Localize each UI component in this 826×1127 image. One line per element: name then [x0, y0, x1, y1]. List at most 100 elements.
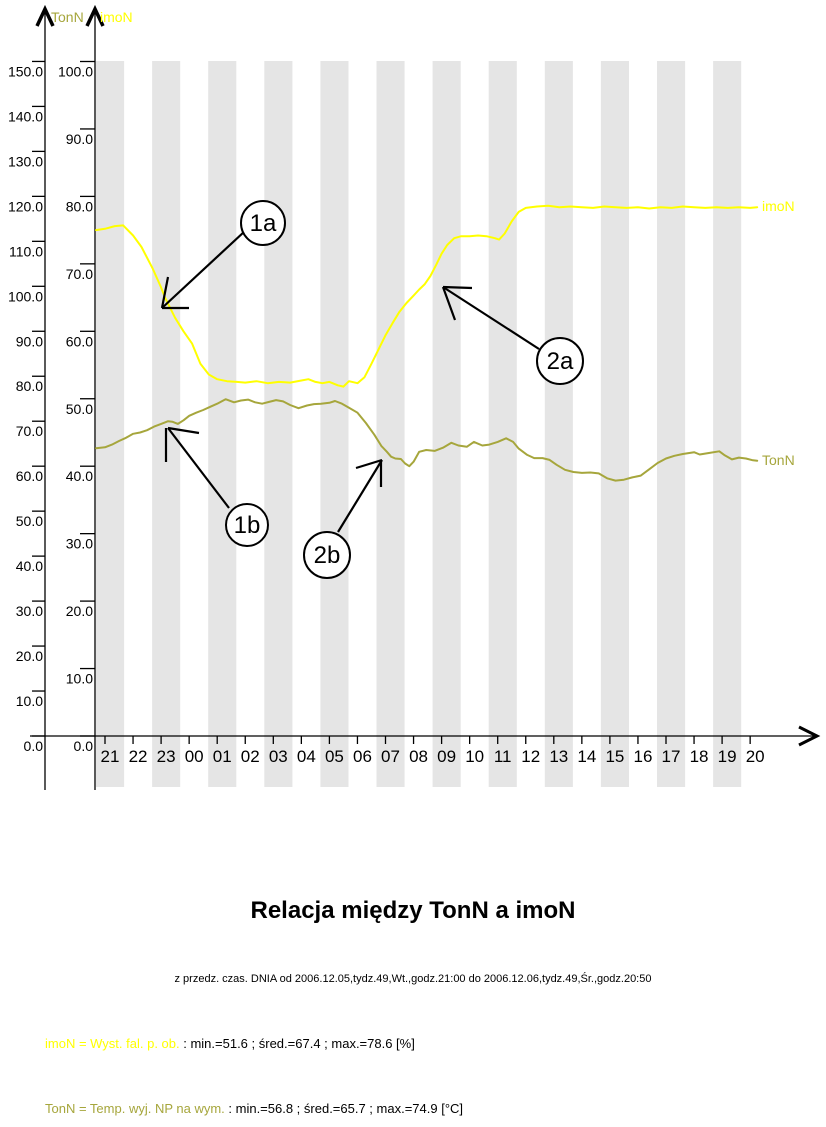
legend-imoN-stats: : min.=51.6 ; śred.=67.4 ; max.=78.6 [%]	[179, 1036, 415, 1051]
imo-axis-tick-label: 60.0	[66, 333, 93, 349]
annotation-arrow-line	[160, 276, 170, 309]
hour-band	[544, 61, 573, 787]
annotation-label: 1b	[234, 512, 261, 539]
hour-bands	[96, 61, 742, 787]
annotation-circle	[536, 337, 584, 385]
ton-axis-tick-label: 80.0	[16, 378, 43, 394]
ton-axis-tick-label: 90.0	[16, 333, 43, 349]
imo-axis-name: imoN	[100, 9, 133, 25]
annotation-arrow-line	[355, 458, 383, 470]
ton-axis-tick-label: 60.0	[16, 468, 43, 484]
x-axis-tick-label: 12	[521, 747, 540, 766]
ton-axis-tick-label: 100.0	[8, 288, 43, 304]
x-axis-tick-label: 21	[101, 747, 120, 766]
hour-band	[600, 61, 629, 787]
ton-axis-tick-label: 70.0	[16, 423, 43, 439]
ton-axis-tick-label: 0.0	[24, 738, 44, 754]
ton-axis-tick-label: 120.0	[8, 198, 43, 214]
annotation-arrow-line	[161, 230, 246, 309]
hour-band	[432, 61, 461, 787]
x-axis-tick-label: 16	[633, 747, 652, 766]
annotation-2b: 2b	[303, 458, 383, 579]
imo-axis-tick-label: 50.0	[66, 401, 93, 417]
imo-axis-tick-label: 0.0	[74, 738, 94, 754]
imoN-curve	[95, 204, 759, 388]
legend-TonN-line: TonN = Temp. wyj. NP na wym. : min.=56.8…	[45, 1101, 463, 1116]
chart-subtitle: z przedz. czas. DNIA od 2006.12.05,tydz.…	[174, 973, 652, 985]
imo-axis-tick-label: 70.0	[66, 266, 93, 282]
ton-axis-tick-label: 150.0	[8, 63, 43, 79]
chart-title: Relacja między TonN a imoN	[250, 897, 576, 924]
legend-imoN-series-label: imoN = Wyst. fal. p. ob.	[45, 1036, 180, 1051]
x-axis-tick-label: 02	[241, 747, 260, 766]
x-axis-tick-label: 09	[437, 747, 456, 766]
annotation-arrow-line	[442, 286, 540, 350]
legend-TonN-stats: : min.=56.8 ; śred.=65.7 ; max.=74.9 [°C…	[224, 1101, 464, 1116]
ton-axis-tick-label: 40.0	[16, 558, 43, 574]
x-axis-tick-label: 13	[549, 747, 568, 766]
x-axis-tick-label: 17	[662, 747, 681, 766]
axis-ticks: 0.0 10.0 20.0 30.0 40.0 50.0 60.0 70.0 80.0 90.0 1…	[8, 60, 765, 766]
hour-band	[320, 61, 349, 787]
annotation-arrow-line	[167, 426, 200, 435]
x-axis-tick-label: 15	[605, 747, 624, 766]
imo-axis-tick-label: 90.0	[66, 131, 93, 147]
imo-axis-tick-label: 80.0	[66, 198, 93, 214]
ton-axis-tick-label: 140.0	[8, 108, 43, 124]
imo-axis-tick-label: 10.0	[66, 671, 93, 687]
annotation-arrow-line	[441, 286, 457, 321]
TonN-curve	[95, 398, 759, 482]
annotation-1a: 1a	[160, 200, 286, 310]
annotation-circle	[303, 531, 351, 579]
x-axis-tick-label: 10	[465, 747, 484, 766]
hour-band	[96, 61, 125, 787]
hour-band	[208, 61, 237, 787]
ton-axis-tick-label: 130.0	[8, 153, 43, 169]
x-axis-tick-label: 04	[297, 747, 316, 766]
imoN-curve-label: imoN	[762, 198, 795, 214]
x-axis-arrow-icon	[798, 725, 821, 747]
x-axis-tick-label: 08	[409, 747, 428, 766]
imo-axis-arrow-icon	[85, 4, 105, 27]
x-axis-tick-label: 19	[718, 747, 737, 766]
annotation-arrow-line	[442, 285, 473, 290]
legend-imoN-line: imoN = Wyst. fal. p. ob. : min.=51.6 ; ś…	[45, 1036, 415, 1051]
annotation-label: 2b	[314, 542, 341, 569]
relation-chart: TonN imoN 0.0 10.0 20.0 30.0 40.0 50.0 60.0 70.0 8…	[8, 4, 821, 790]
x-axis-tick-label: 01	[213, 747, 232, 766]
hour-band	[488, 61, 517, 787]
annotation-label: 2a	[547, 348, 574, 375]
annotation-label: 1a	[250, 210, 277, 237]
ton-axis-arrow-icon	[35, 4, 55, 27]
annotation-circle	[225, 503, 269, 547]
x-axis-tick-label: 20	[746, 747, 765, 766]
ton-axis-tick-label: 10.0	[16, 693, 43, 709]
TonN-curve-label: TonN	[762, 452, 795, 468]
x-axis-tick-label: 14	[577, 747, 596, 766]
x-axis-tick-label: 07	[381, 747, 400, 766]
hour-band	[713, 61, 742, 787]
x-axis-tick-label: 22	[129, 747, 148, 766]
ton-axis-tick-label: 110.0	[9, 243, 43, 259]
x-axis-tick-label: 23	[157, 747, 176, 766]
ton-axis-name: TonN	[51, 9, 84, 25]
hour-band	[657, 61, 686, 787]
x-axis-tick-label: 03	[269, 747, 288, 766]
legend-TonN-series-label: TonN = Temp. wyj. NP na wym.	[45, 1101, 225, 1116]
hour-band	[264, 61, 293, 787]
ton-axis-tick-label: 20.0	[16, 648, 43, 664]
annotation-1b: 1b	[164, 426, 269, 547]
annotation-2a: 2a	[441, 285, 584, 385]
axes	[30, 10, 816, 790]
ton-axis-tick-label: 50.0	[16, 513, 43, 529]
x-axis-tick-label: 00	[185, 747, 204, 766]
x-axis-tick-label: 05	[325, 747, 344, 766]
annotation-arrow-line	[337, 459, 383, 533]
imo-axis-tick-label: 20.0	[66, 603, 93, 619]
x-axis-tick-label: 06	[353, 747, 372, 766]
imo-axis-tick-label: 30.0	[66, 536, 93, 552]
hour-band	[376, 61, 405, 787]
x-axis-tick-label: 11	[494, 747, 512, 766]
annotation-arrow-line	[167, 427, 230, 509]
